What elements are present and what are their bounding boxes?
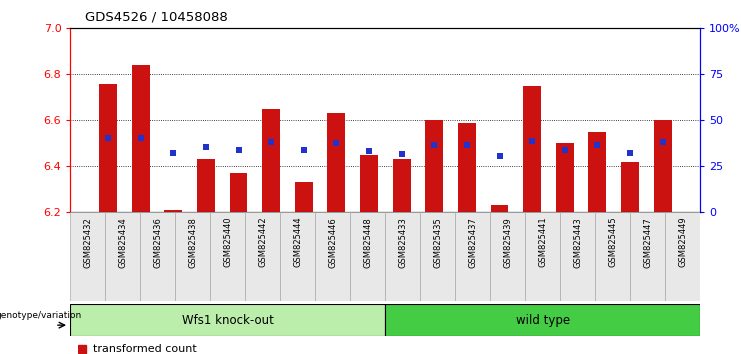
Text: GSM825439: GSM825439 [503, 217, 512, 268]
Text: GSM825443: GSM825443 [574, 217, 582, 268]
Bar [425, 120, 443, 212]
Bar [262, 109, 280, 212]
Text: GSM825432: GSM825432 [84, 217, 93, 268]
Text: GSM825445: GSM825445 [608, 217, 617, 268]
Text: Wfs1 knock-out: Wfs1 knock-out [182, 314, 273, 327]
Text: genotype/variation: genotype/variation [0, 311, 82, 320]
FancyBboxPatch shape [491, 212, 525, 301]
Bar [491, 205, 508, 212]
Bar [393, 159, 411, 212]
Text: GDS4526 / 10458088: GDS4526 / 10458088 [85, 11, 228, 24]
Bar [230, 173, 247, 212]
Text: GSM825449: GSM825449 [678, 217, 687, 268]
Text: transformed count: transformed count [93, 344, 196, 354]
Text: GSM825448: GSM825448 [363, 217, 372, 268]
FancyBboxPatch shape [420, 212, 455, 301]
FancyBboxPatch shape [385, 212, 420, 301]
Text: GSM825440: GSM825440 [223, 217, 233, 268]
FancyBboxPatch shape [595, 212, 631, 301]
FancyBboxPatch shape [385, 304, 700, 336]
FancyBboxPatch shape [350, 212, 385, 301]
FancyBboxPatch shape [70, 304, 385, 336]
Text: GSM825446: GSM825446 [328, 217, 337, 268]
FancyBboxPatch shape [176, 212, 210, 301]
Bar [523, 86, 541, 212]
Text: GSM825438: GSM825438 [188, 217, 197, 268]
FancyBboxPatch shape [631, 212, 665, 301]
FancyBboxPatch shape [210, 212, 245, 301]
Text: GSM825433: GSM825433 [399, 217, 408, 268]
Text: GSM825436: GSM825436 [153, 217, 162, 268]
Bar [295, 182, 313, 212]
Text: GSM825444: GSM825444 [293, 217, 302, 268]
Text: GSM825437: GSM825437 [468, 217, 477, 268]
FancyBboxPatch shape [105, 212, 140, 301]
FancyBboxPatch shape [665, 212, 700, 301]
Bar [197, 159, 215, 212]
FancyBboxPatch shape [316, 212, 350, 301]
Text: GSM825442: GSM825442 [259, 217, 268, 268]
FancyBboxPatch shape [280, 212, 316, 301]
Bar [328, 113, 345, 212]
FancyBboxPatch shape [560, 212, 595, 301]
FancyBboxPatch shape [525, 212, 560, 301]
Text: GSM825435: GSM825435 [433, 217, 442, 268]
Bar [556, 143, 574, 212]
FancyBboxPatch shape [140, 212, 176, 301]
Text: GSM825441: GSM825441 [538, 217, 548, 268]
Bar [458, 122, 476, 212]
FancyBboxPatch shape [70, 212, 105, 301]
FancyBboxPatch shape [245, 212, 280, 301]
Text: wild type: wild type [516, 314, 570, 327]
Text: GSM825434: GSM825434 [119, 217, 127, 268]
FancyBboxPatch shape [455, 212, 491, 301]
Bar [588, 132, 606, 212]
Bar [360, 155, 378, 212]
Text: GSM825447: GSM825447 [643, 217, 652, 268]
Bar [654, 120, 671, 212]
Bar [621, 162, 639, 212]
Bar [132, 65, 150, 212]
Bar [99, 84, 117, 212]
Bar [165, 210, 182, 212]
